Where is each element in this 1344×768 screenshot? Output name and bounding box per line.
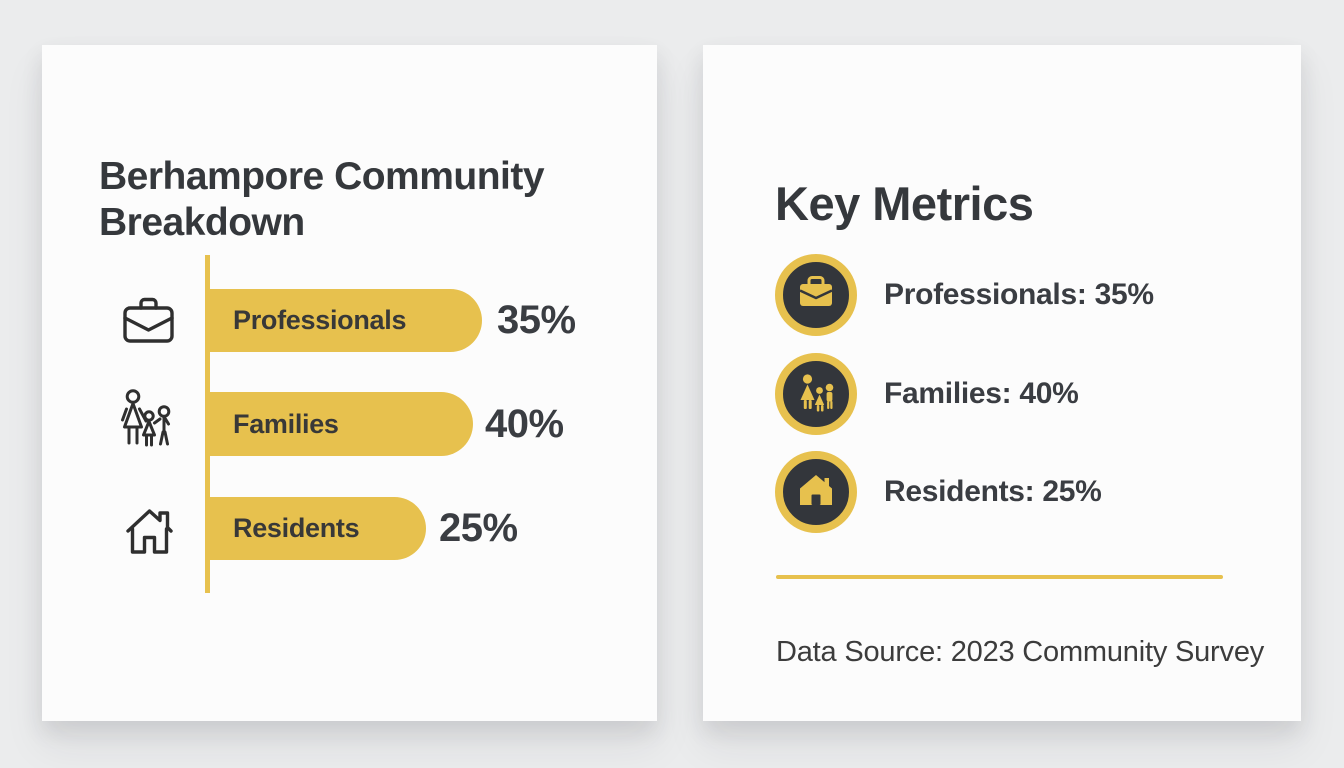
page-title: Berhampore Community Breakdown [99,155,545,245]
bar-value: 35% [497,298,576,342]
house-icon [122,499,177,566]
bar-value: 25% [439,506,518,550]
house-icon [794,468,838,517]
community-breakdown-card: Berhampore Community Breakdown Professio… [42,45,657,721]
key-metrics-card: Key Metrics Professionals: 35% [703,45,1301,721]
family-icon [118,386,176,461]
metric-text: Residents: 25% [884,475,1102,508]
metric-badge-residents [775,451,857,533]
bar-label: Families [233,408,339,439]
bar-families: Families [205,392,473,456]
bar-residents: Residents [205,497,426,560]
data-source-note: Data Source: 2023 Community Survey [776,636,1265,668]
bar-label: Professionals [233,305,407,335]
metric-badge-professionals [775,254,857,336]
key-metrics-title: Key Metrics [775,177,1034,231]
bar-label: Residents [233,513,360,543]
briefcase-icon [794,271,838,320]
metric-badge-families [775,353,857,435]
divider-line [776,575,1223,579]
briefcase-icon [120,292,177,354]
bar-value: 40% [485,401,564,446]
family-icon [794,370,838,419]
metric-text: Families: 40% [884,377,1079,410]
metric-text: Professionals: 35% [884,278,1154,311]
bar-professionals: Professionals [205,289,482,352]
